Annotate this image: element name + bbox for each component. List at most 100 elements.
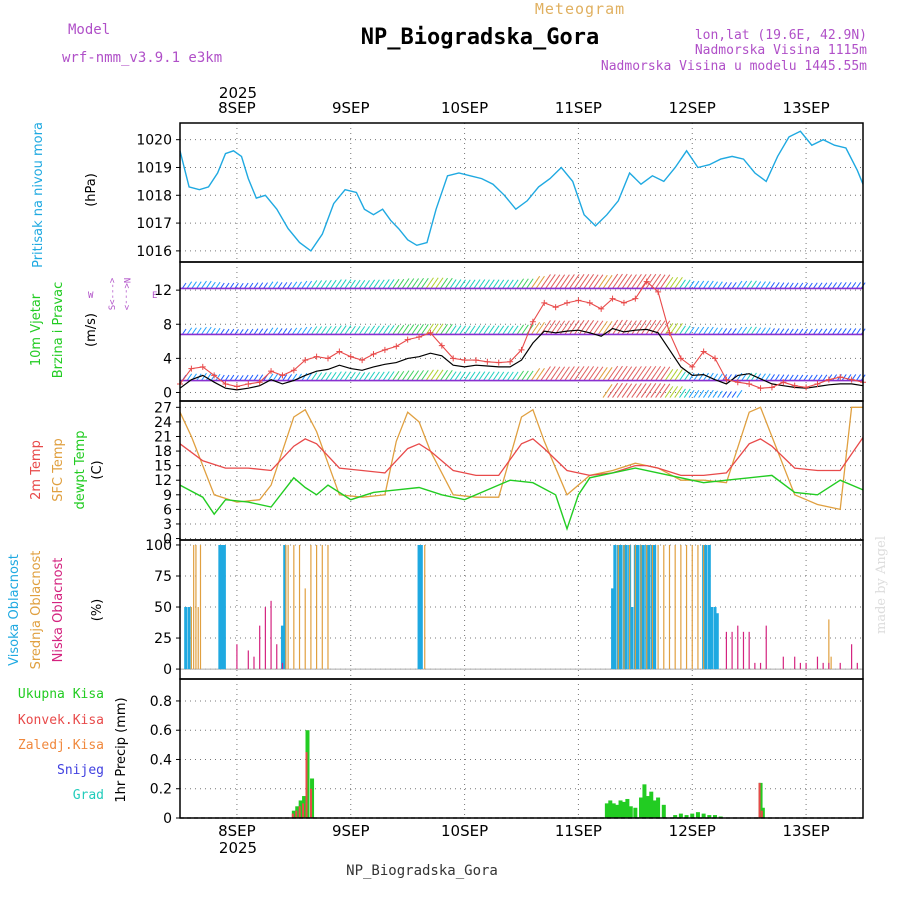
- wind-barb: [812, 282, 818, 289]
- wind-barb: [631, 320, 642, 335]
- gust-marker: [791, 382, 798, 389]
- wind-barb: [631, 274, 642, 289]
- wind-barb: [698, 280, 705, 289]
- wind-barb: [659, 320, 671, 335]
- wind-barb: [253, 328, 259, 335]
- wind-barb: [325, 325, 332, 335]
- wind-barb: [722, 282, 728, 289]
- gust-marker: [370, 351, 377, 358]
- wind-barb: [607, 382, 619, 398]
- wind-barb: [353, 325, 361, 335]
- wind-barb: [334, 371, 342, 381]
- wind-barb: [353, 279, 361, 289]
- cloud-title-mid: Srednja Oblacnost: [29, 551, 44, 670]
- y-tick-label: 25: [154, 631, 172, 647]
- wind-barb: [750, 326, 757, 335]
- wind-barb: [191, 281, 197, 289]
- wind-barb: [626, 274, 637, 289]
- wind-barb: [526, 370, 534, 381]
- gust-marker: [700, 348, 707, 355]
- wind-barb: [836, 282, 842, 289]
- wind-barb: [736, 326, 743, 335]
- wind-barb: [726, 391, 732, 398]
- wind-barb: [669, 276, 679, 289]
- wind-barb: [832, 374, 837, 381]
- precip-legend-snow: Snijeg: [57, 763, 104, 778]
- wind-barb: [803, 328, 808, 335]
- wind-barb: [832, 282, 837, 289]
- top-day-label: 8SEP: [218, 99, 256, 117]
- gust-marker: [814, 380, 821, 387]
- wind-barb: [602, 367, 613, 381]
- wind-barb: [693, 372, 700, 381]
- wind-barb: [583, 366, 595, 381]
- wind-barb: [301, 326, 308, 335]
- top-day-label: 12SEP: [669, 99, 716, 117]
- wind-barb: [377, 325, 385, 335]
- wind-barb: [463, 325, 471, 335]
- wind-barb: [650, 365, 662, 381]
- wind-barb: [702, 326, 709, 335]
- wind-barb: [664, 386, 674, 398]
- wind-barb: [827, 328, 833, 335]
- wind-barb: [636, 383, 647, 398]
- wind-barb: [621, 320, 633, 335]
- wind-barb: [435, 323, 444, 335]
- wind-title-1: 10m Vjetar: [29, 293, 44, 366]
- gust-marker: [211, 372, 218, 379]
- wind-barb: [377, 279, 385, 289]
- wind-barb: [750, 280, 757, 289]
- wind-barb: [406, 370, 415, 381]
- wind-barb: [851, 282, 857, 289]
- wind-barb: [411, 278, 419, 289]
- wind-barb: [430, 277, 439, 289]
- wind-barb: [277, 328, 283, 335]
- gust-marker: [199, 363, 206, 370]
- wind-barb: [631, 383, 642, 398]
- wind-barb: [349, 325, 356, 335]
- wind-barb: [717, 390, 723, 398]
- y-tick-label: 0.2: [150, 782, 172, 798]
- gust-marker: [848, 376, 855, 383]
- wind-barb: [440, 323, 448, 335]
- precip-total-bar: [621, 801, 626, 818]
- wind-barb: [487, 279, 495, 289]
- wind-barb: [688, 389, 695, 398]
- y-tick-label: 9: [163, 488, 172, 504]
- wind-barb: [808, 282, 813, 289]
- wind-barb: [239, 329, 244, 335]
- wind-barb: [659, 366, 671, 381]
- wind-barb: [674, 369, 683, 381]
- wind-barb: [478, 279, 486, 289]
- wind-barb: [645, 365, 657, 381]
- gust-marker: [837, 374, 844, 381]
- y-tick-label: 6: [163, 502, 172, 518]
- wind-barb: [578, 274, 590, 289]
- wind-barb: [229, 328, 235, 335]
- wind-barb: [669, 386, 679, 398]
- wind-barb: [483, 325, 490, 335]
- y-tick-label: 1019: [136, 160, 172, 176]
- year-top: 2025: [219, 84, 257, 102]
- wind-barb: [621, 383, 633, 398]
- wind-barb: [349, 371, 356, 381]
- wind-barb: [196, 281, 202, 289]
- wind-speed-line: [179, 327, 864, 391]
- wind-barb: [248, 374, 254, 381]
- wind-barb: [473, 325, 481, 335]
- wind-barb: [564, 274, 575, 289]
- wind-barb: [717, 327, 723, 335]
- precip-conv-bar: [298, 806, 301, 818]
- wind-barb: [248, 328, 254, 335]
- wind-barb: [181, 328, 187, 335]
- wind-barb: [397, 370, 405, 381]
- wind-barb: [712, 281, 718, 289]
- pressure-panel: Pritisak na nivou mora (hPa) 1016 1017 101…: [31, 122, 864, 268]
- wind-barb: [516, 324, 525, 335]
- wind-barb: [220, 282, 225, 289]
- gust-marker: [620, 299, 627, 306]
- wind-barb: [688, 372, 695, 381]
- precip-total-bar: [618, 800, 623, 818]
- wind-barb: [540, 320, 551, 335]
